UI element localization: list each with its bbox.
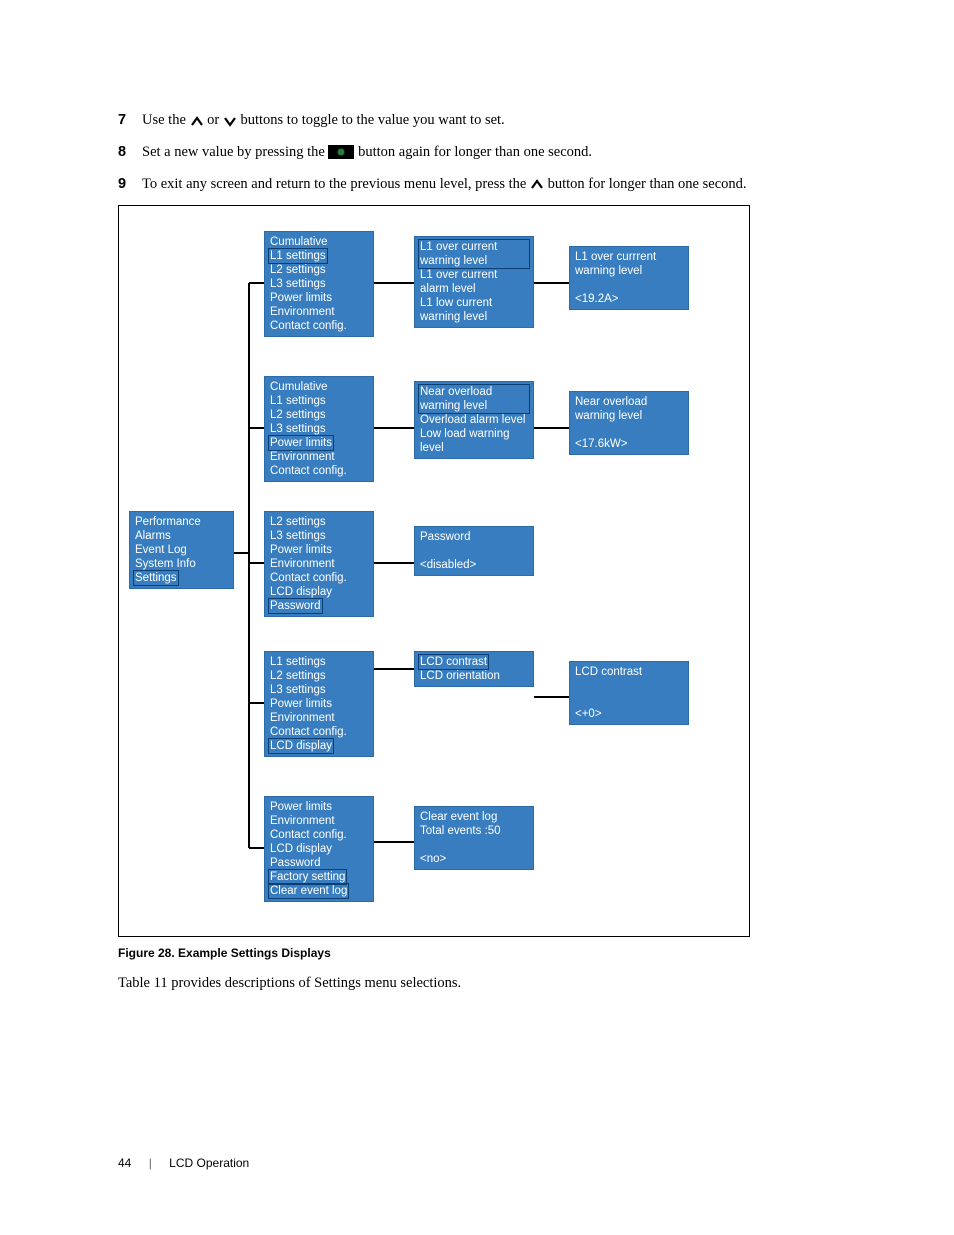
row2-col3-node: Near overload warning level Overload ala… — [414, 381, 534, 459]
post-figure-text: Table 11 provides descriptions of Settin… — [118, 975, 461, 992]
step-text: Set a new value by pressing the button a… — [142, 142, 858, 164]
row1-col4-node: L1 over currrent warning level <19.2A> — [569, 246, 689, 310]
step-number: 7 — [118, 110, 142, 132]
step-number: 9 — [118, 174, 142, 196]
figure-caption: Figure 28. Example Settings Displays — [118, 946, 331, 960]
row5-col3-node: Clear event log Total events :50 <no> — [414, 806, 534, 870]
page-number: 44 — [118, 1156, 131, 1170]
chapter-title: LCD Operation — [169, 1156, 249, 1170]
row4-col4-node: LCD contrast <+0> — [569, 661, 689, 725]
step-8: 8 Set a new value by pressing the button… — [118, 142, 858, 164]
row2-col2-node: Cumulative L1 settings L2 settings L3 se… — [264, 376, 374, 482]
row1-col3-node: L1 over current warning level L1 over cu… — [414, 236, 534, 328]
step-number: 8 — [118, 142, 142, 164]
row4-col2-node: L1 settings L2 settings L3 settings Powe… — [264, 651, 374, 757]
enter-button-icon — [328, 145, 354, 159]
page: 7 Use the or buttons to toggle to the va… — [0, 0, 954, 1235]
up-arrow-icon — [530, 178, 544, 190]
row4-col3-node: LCD contrast LCD orientation — [414, 651, 534, 687]
down-arrow-icon — [223, 115, 237, 127]
row3-col3-node: Password <disabled> — [414, 526, 534, 576]
step-9: 9 To exit any screen and return to the p… — [118, 174, 858, 196]
step-7: 7 Use the or buttons to toggle to the va… — [118, 110, 858, 132]
step-text: To exit any screen and return to the pre… — [142, 174, 858, 196]
row1-col2-node: Cumulative L1 settings L2 settings L3 se… — [264, 231, 374, 337]
page-footer: 44 | LCD Operation — [118, 1156, 249, 1170]
up-arrow-icon — [190, 115, 204, 127]
footer-separator: | — [149, 1156, 152, 1170]
root-menu-node: Performance Alarms Event Log System Info… — [129, 511, 234, 589]
steps-list: 7 Use the or buttons to toggle to the va… — [118, 110, 858, 205]
row3-col2-node: L2 settings L3 settings Power limits Env… — [264, 511, 374, 617]
step-text: Use the or buttons to toggle to the valu… — [142, 110, 858, 132]
row2-col4-node: Near overload warning level <17.6kW> — [569, 391, 689, 455]
row5-col2-node: Power limits Environment Contact config.… — [264, 796, 374, 902]
figure-28: Performance Alarms Event Log System Info… — [118, 205, 750, 937]
